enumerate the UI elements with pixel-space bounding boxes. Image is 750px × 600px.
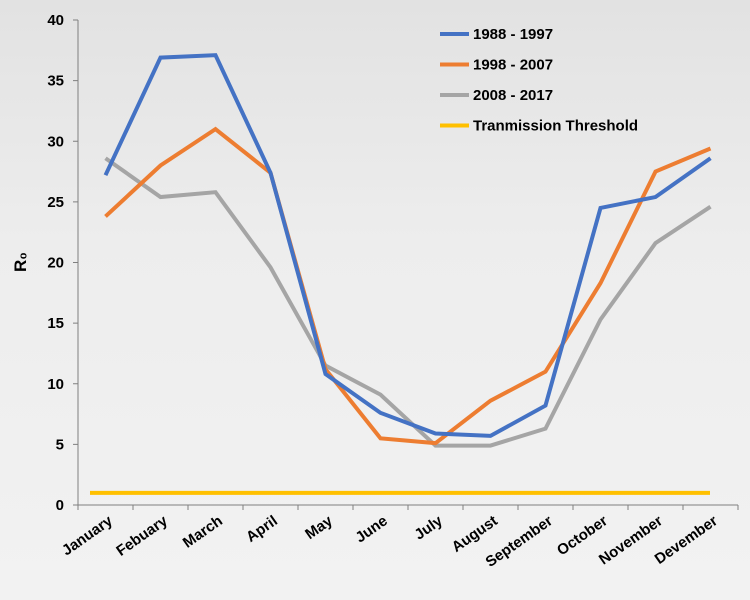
y-axis-ticks: 0 5 10 15 20 25 30 35 40: [47, 12, 78, 514]
x-tick-label: July: [411, 512, 446, 544]
y-axis-title: R₀: [11, 252, 30, 272]
series-line: [104, 126, 712, 446]
axes: [77, 20, 738, 506]
y-tick-label: 0: [56, 497, 64, 514]
legend-label: Tranmission Threshold: [473, 118, 638, 135]
y-tick-label: 25: [47, 194, 64, 211]
legend-label: 2008 - 2017: [473, 87, 553, 104]
x-tick-label: May: [302, 512, 336, 543]
y-tick-label: 10: [47, 376, 64, 393]
x-tick-label: April: [243, 512, 281, 546]
y-tick-label: 35: [47, 73, 64, 90]
x-tick-label: June: [352, 512, 390, 546]
series-line: [103, 53, 712, 438]
series-lines: [90, 53, 712, 495]
y-tick-label: 40: [47, 12, 64, 29]
legend-label: 1998 - 2007: [473, 57, 553, 74]
legend-label: 1988 - 1997: [473, 26, 553, 43]
y-tick-label: 20: [47, 255, 64, 272]
y-tick-label: 5: [56, 436, 64, 453]
y-tick-label: 30: [47, 133, 64, 150]
x-tick-label: Devember: [652, 512, 721, 568]
series-line: [104, 156, 712, 448]
x-tick-label: March: [180, 512, 226, 551]
legend: 1988 - 1997 1998 - 2007 2008 - 2017 Tranmis…: [440, 26, 638, 135]
y-tick-label: 15: [47, 315, 64, 332]
x-tick-label: Febuary: [113, 512, 171, 560]
x-tick-label: January: [59, 512, 116, 559]
